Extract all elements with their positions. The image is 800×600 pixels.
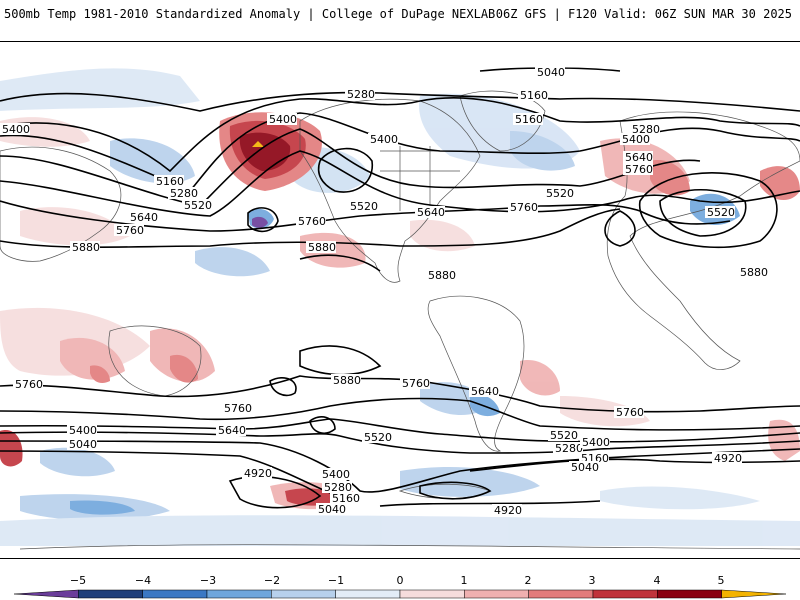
- contour-label: 5760: [15, 378, 43, 391]
- contour-label: 5520: [184, 199, 212, 212]
- contour-label: 5280: [632, 123, 660, 136]
- contour-label: 5760: [224, 402, 252, 415]
- contour-label: 5160: [515, 113, 543, 126]
- contour-label: 5520: [350, 200, 378, 213]
- contour-label: 5760: [510, 201, 538, 214]
- contour-label: 5040: [537, 66, 565, 79]
- contour-label: 5760: [402, 377, 430, 390]
- colorbar-segment: [592, 589, 658, 599]
- height-contours: [0, 67, 800, 509]
- colorbar-tick: 4: [653, 574, 661, 587]
- run-valid-time: 06Z GFS | F120 Valid: 06Z SUN MAR 30 202…: [495, 7, 792, 21]
- contour-label: 5880: [740, 266, 768, 279]
- colorbar-segment: [206, 589, 272, 599]
- colorbar-segment: [13, 589, 79, 599]
- colorbar-segment: [464, 589, 529, 599]
- contour-label: 5160: [520, 89, 548, 102]
- contour-label: 5880: [72, 241, 100, 254]
- contour-label: 5760: [625, 163, 653, 176]
- contour-label: 4920: [244, 467, 272, 480]
- colorbar-tick: −1: [327, 574, 345, 587]
- contour-label: 5640: [471, 385, 499, 398]
- colorbar-tick: 0: [396, 574, 404, 587]
- colorbar-segment: [528, 589, 594, 599]
- contour-label: 5760: [116, 224, 144, 237]
- contour-labels: 5040 5160 5280 5400 5400 5160 5280 5520 …: [0, 66, 768, 517]
- contour-label: 5040: [571, 461, 599, 474]
- contour-label: 5400: [269, 113, 297, 126]
- contour-label: 4920: [494, 504, 522, 517]
- contour-label: 5400: [582, 436, 610, 449]
- contour-label: 5400: [2, 123, 30, 136]
- contour-label: 5640: [218, 424, 246, 437]
- colorbar-tick: 2: [524, 574, 532, 587]
- colorbar-tick: 5: [717, 574, 725, 587]
- contour-label: 5400: [622, 133, 650, 146]
- contour-label: 5520: [707, 206, 735, 219]
- contour-label: 5280: [555, 442, 583, 455]
- contour-label: 5040: [69, 438, 97, 451]
- contour-label: 5280: [347, 88, 375, 101]
- contour-label: 5880: [308, 241, 336, 254]
- contour-label: 5160: [332, 492, 360, 505]
- colorbar-segment: [271, 589, 336, 599]
- contour-label: 5880: [428, 269, 456, 282]
- contour-label: 5040: [318, 503, 346, 516]
- contour-label: 5640: [417, 206, 445, 219]
- colorbar-tick: −4: [134, 574, 152, 587]
- contour-label: 5760: [298, 215, 326, 228]
- contour-label: 5160: [156, 175, 184, 188]
- coastlines: [0, 90, 800, 550]
- colorbar-segment: [657, 589, 722, 599]
- contour-label: 5520: [546, 187, 574, 200]
- colorbar-strip: [13, 589, 787, 599]
- colorbar-segment: [142, 589, 208, 599]
- colorbar-legend: −5 −4 −3 −2 −1 0 1 2 3 4 5: [0, 572, 800, 600]
- contour-label: 5400: [370, 133, 398, 146]
- contour-label: 4920: [714, 452, 742, 465]
- map-panel[interactable]: 5040 5160 5280 5400 5400 5160 5280 5520 …: [0, 41, 800, 559]
- map-title: 500mb Temp 1981-2010 Standardized Anomal…: [4, 7, 496, 21]
- colorbar-tick: 1: [460, 574, 468, 587]
- colorbar-segment: [721, 589, 787, 599]
- colorbar-tick: 3: [588, 574, 596, 587]
- contour-label: 5880: [333, 374, 361, 387]
- header: 500mb Temp 1981-2010 Standardized Anomal…: [0, 0, 800, 30]
- colorbar-tick: −2: [263, 574, 281, 587]
- colorbar-tick: −5: [69, 574, 87, 587]
- contour-label: 5520: [550, 429, 578, 442]
- map-svg: 5040 5160 5280 5400 5400 5160 5280 5520 …: [0, 42, 800, 558]
- colorbar-segment: [399, 589, 465, 599]
- contour-label: 5400: [322, 468, 350, 481]
- contour-label: 5640: [130, 211, 158, 224]
- contour-label: 5280: [324, 481, 352, 494]
- colorbar-segment: [335, 589, 401, 599]
- contour-label: 5520: [364, 431, 392, 444]
- contour-label: 5640: [625, 151, 653, 164]
- contour-label: 5760: [616, 406, 644, 419]
- colorbar-tick: −3: [199, 574, 217, 587]
- contour-label: 5400: [69, 424, 97, 437]
- colorbar-segment: [78, 589, 143, 599]
- contour-label: 5280: [170, 187, 198, 200]
